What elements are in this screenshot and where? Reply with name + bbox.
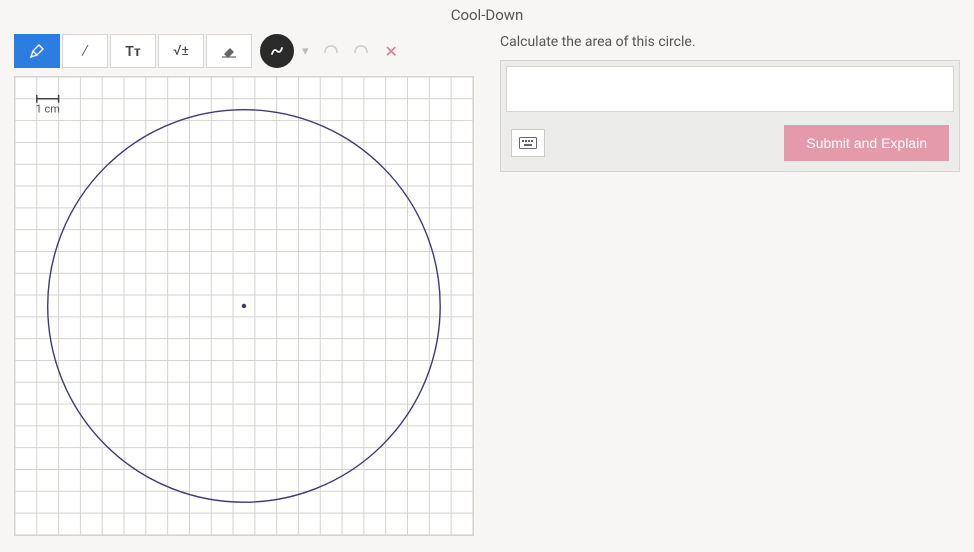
text-tool-button[interactable]: Tᴛ	[110, 34, 156, 68]
redo-button[interactable]	[347, 43, 375, 59]
eraser-icon	[220, 44, 238, 58]
scribble-tool-button[interactable]	[260, 34, 294, 68]
answer-actions: Submit and Explain	[501, 117, 959, 171]
answer-input[interactable]	[506, 66, 954, 112]
keyboard-button[interactable]	[511, 129, 545, 157]
submit-button[interactable]: Submit and Explain	[784, 125, 949, 161]
keyboard-icon	[519, 137, 537, 149]
dropdown-caret-icon[interactable]: ▾	[296, 44, 315, 59]
svg-text:1 cm: 1 cm	[36, 103, 60, 116]
main-layout: / Tᴛ √± ▾ ✕	[0, 34, 974, 536]
clear-button[interactable]: ✕	[377, 42, 406, 61]
math-tool-button[interactable]: √±	[158, 34, 204, 68]
math-icon: √±	[173, 43, 189, 59]
close-icon: ✕	[385, 42, 398, 61]
answer-panel: Submit and Explain	[500, 60, 960, 172]
scribble-icon	[269, 43, 285, 59]
diagram-svg: 1 cm	[15, 77, 473, 535]
drawing-toolbar: / Tᴛ √± ▾ ✕	[14, 34, 474, 68]
undo-button[interactable]	[317, 43, 345, 59]
redo-icon	[353, 43, 369, 55]
drawing-canvas[interactable]: 1 cm	[14, 76, 474, 536]
question-prompt: Calculate the area of this circle.	[500, 34, 960, 50]
left-column: / Tᴛ √± ▾ ✕	[14, 34, 474, 536]
pencil-icon	[29, 43, 45, 59]
line-tool-button[interactable]: /	[62, 34, 108, 68]
page-title: Cool-Down	[0, 0, 974, 34]
eraser-tool-button[interactable]	[206, 34, 252, 68]
pencil-tool-button[interactable]	[14, 34, 60, 68]
text-icon: Tᴛ	[125, 43, 140, 60]
right-column: Calculate the area of this circle. Submi…	[500, 34, 960, 536]
line-icon: /	[82, 43, 88, 59]
undo-icon	[323, 43, 339, 55]
